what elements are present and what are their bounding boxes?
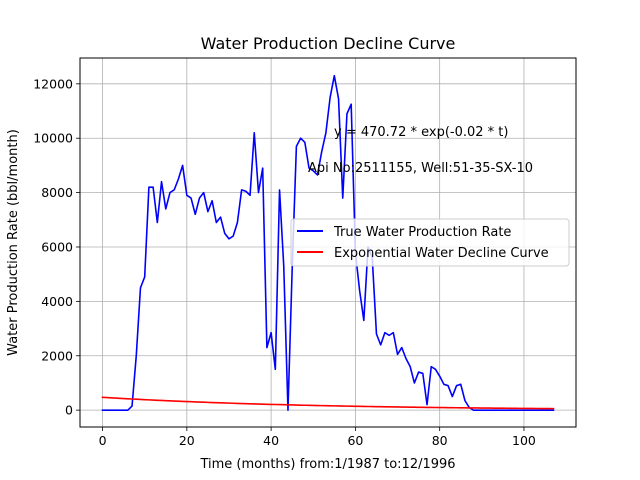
y-tick-label: 10000 xyxy=(33,131,73,146)
y-tick-label: 4000 xyxy=(41,294,73,309)
legend: True Water Production Rate Exponential W… xyxy=(290,218,570,267)
y-tick-label: 6000 xyxy=(41,239,73,254)
y-tick-label: 2000 xyxy=(41,348,73,363)
x-tick-label: 0 xyxy=(99,433,107,448)
y-tick-label: 0 xyxy=(65,403,73,418)
equation-annotation: y = 470.72 * exp(-0.02 * t) xyxy=(334,125,508,140)
x-tick-label: 60 xyxy=(347,433,363,448)
legend-label-exponential-decline: Exponential Water Decline Curve xyxy=(334,246,549,261)
chart-title: Water Production Decline Curve xyxy=(201,34,456,53)
x-tick-label: 100 xyxy=(512,433,536,448)
y-tick-label: 8000 xyxy=(41,185,73,200)
series-line-true-water xyxy=(101,74,555,411)
series-layer xyxy=(101,74,555,411)
x-axis-label: Time (months) from:1/1987 to:12/1996 xyxy=(199,457,455,472)
x-tick-label: 40 xyxy=(263,433,279,448)
legend-box xyxy=(290,218,570,267)
y-axis-ticks: 0 2000 4000 6000 8000 10000 12000 xyxy=(33,76,80,418)
y-axis-label: Water Production Rate (bbl/month) xyxy=(6,129,21,356)
plot-frame xyxy=(79,57,577,428)
x-tick-label: 20 xyxy=(179,433,195,448)
x-tick-label: 80 xyxy=(432,433,448,448)
well-annotation: Api No:2511155, Well:51-35-SX-10 xyxy=(308,161,533,176)
x-axis-ticks: 0 20 40 60 80 100 xyxy=(99,427,536,448)
legend-label-true-water: True Water Production Rate xyxy=(333,225,511,240)
y-tick-label: 12000 xyxy=(33,76,73,91)
series-line-exponential-decline xyxy=(101,396,555,410)
